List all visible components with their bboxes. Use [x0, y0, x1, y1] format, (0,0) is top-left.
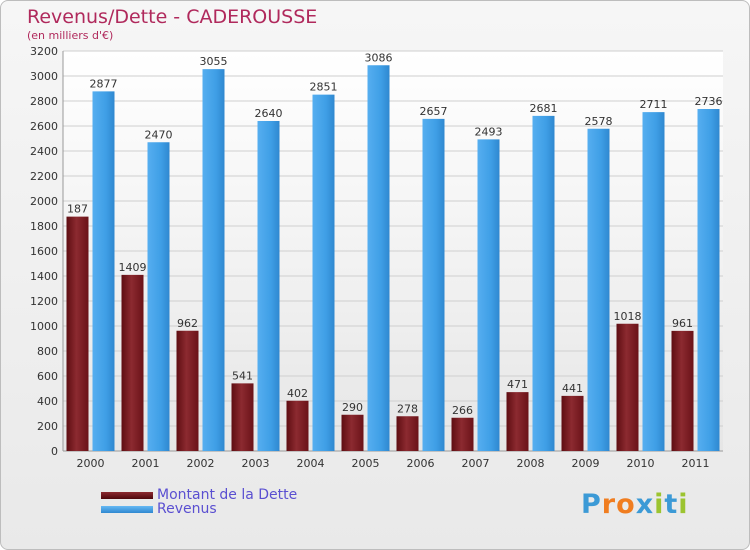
bar-revenus-2007	[477, 139, 500, 451]
logo-letter: x	[635, 489, 655, 520]
bar-dette-2008	[506, 392, 529, 451]
bar-revenus-2004	[312, 94, 335, 451]
y-tick-label: 0	[51, 445, 58, 458]
bar-revenus-2009	[587, 128, 610, 451]
data-label-dette-2001: 1409	[119, 261, 147, 274]
logo-letter: P	[581, 489, 602, 520]
logo-letter: r	[601, 489, 617, 520]
bar-revenus-2002	[202, 69, 225, 451]
data-label-revenus-2007: 2493	[475, 125, 503, 138]
x-tick-label: 2004	[297, 457, 325, 470]
bar-revenus-2011	[697, 109, 720, 451]
data-label-dette-2009: 441	[562, 382, 583, 395]
bar-dette-2007	[451, 417, 474, 451]
data-label-revenus-2006: 2657	[420, 105, 448, 118]
legend-item-dette: Montant de la Dette	[101, 487, 298, 503]
proxiti-logo: Proxiti	[581, 489, 689, 520]
legend-label-dette: Montant de la Dette	[157, 487, 298, 503]
bar-revenus-2008	[532, 115, 555, 451]
axes: 0 200 400 600 800 1000 1200 1400 1600 1800 2000 220…	[30, 45, 723, 470]
gridlines	[63, 50, 723, 452]
data-label-dette-2008: 471	[507, 378, 528, 391]
bar-revenus-2000	[92, 91, 115, 451]
x-tick-label: 2000	[77, 457, 105, 470]
y-tick-label: 400	[37, 395, 58, 408]
legend-swatch-dette	[101, 491, 153, 499]
bar-dette-2004	[286, 400, 309, 451]
y-tick-label: 2400	[30, 145, 58, 158]
bar-dette-2000	[66, 216, 89, 451]
x-tick-label: 2008	[517, 457, 545, 470]
data-label-dette-2005: 290	[342, 401, 363, 414]
bar-revenus-2003	[257, 121, 280, 451]
chart-title: Revenus/Dette - CADEROUSSE	[27, 6, 318, 28]
y-tick-label: 1600	[30, 245, 58, 258]
y-tick-label: 800	[37, 345, 58, 358]
bar-revenus-2006	[422, 118, 445, 451]
logo-letter: t	[664, 489, 679, 520]
logo-letter: o	[616, 489, 636, 520]
data-label-dette-2002: 962	[177, 317, 198, 330]
data-labels: 187 2877 1409 2470 962 3055 541 2640 402 2851 290 3…	[67, 51, 723, 417]
bar-dette-2010	[616, 323, 639, 451]
bar-revenus-2001	[147, 142, 170, 451]
y-tick-label: 2800	[30, 95, 58, 108]
data-label-revenus-2002: 3055	[200, 55, 228, 68]
data-label-dette-2004: 402	[287, 387, 308, 400]
data-label-dette-2000: 187	[67, 203, 88, 216]
bar-dette-2001	[121, 274, 144, 451]
x-tick-label: 2002	[187, 457, 215, 470]
data-label-dette-2010: 1018	[614, 310, 642, 323]
data-label-dette-2007: 266	[452, 404, 473, 417]
data-label-revenus-2009: 2578	[585, 115, 613, 128]
x-tick-label: 2003	[242, 457, 270, 470]
legend-item-revenus: Revenus	[101, 501, 217, 517]
x-tick-label: 2010	[627, 457, 655, 470]
y-tick-label: 1000	[30, 320, 58, 333]
data-label-revenus-2008: 2681	[530, 102, 558, 115]
data-label-revenus-2004: 2851	[310, 81, 338, 94]
bar-revenus-2010	[642, 112, 665, 451]
x-tick-label: 2006	[407, 457, 435, 470]
y-tick-label: 3000	[30, 70, 58, 83]
y-tick-label: 1200	[30, 295, 58, 308]
y-tick-label: 2000	[30, 195, 58, 208]
logo-letter: i	[654, 489, 665, 520]
data-label-revenus-2011: 2736	[695, 95, 723, 108]
bar-dette-2002	[176, 330, 199, 451]
bars	[66, 65, 720, 451]
bar-dette-2011	[671, 330, 694, 451]
bar-dette-2006	[396, 416, 419, 451]
y-tick-label: 2600	[30, 120, 58, 133]
data-label-dette-2003: 541	[232, 369, 253, 382]
y-tick-label: 600	[37, 370, 58, 383]
x-tick-label: 2001	[132, 457, 160, 470]
bar-dette-2003	[231, 383, 254, 451]
x-tick-label: 2007	[462, 457, 490, 470]
legend-label-revenus: Revenus	[157, 501, 217, 517]
data-label-revenus-2010: 2711	[640, 98, 668, 111]
chart-subtitle: (en milliers d'€)	[27, 29, 114, 42]
x-tick-label: 2005	[352, 457, 380, 470]
logo-letter: i	[678, 489, 689, 520]
bar-dette-2005	[341, 414, 364, 451]
x-tick-label: 2009	[572, 457, 600, 470]
y-tick-label: 2200	[30, 170, 58, 183]
bar-dette-2009	[561, 395, 584, 451]
bar-revenus-2005	[367, 65, 390, 451]
data-label-dette-2011: 961	[672, 317, 693, 330]
y-tick-label: 3200	[30, 45, 58, 58]
data-label-revenus-2003: 2640	[255, 107, 283, 120]
data-label-revenus-2000: 2877	[90, 77, 118, 90]
data-label-revenus-2005: 3086	[365, 51, 393, 64]
y-tick-label: 1400	[30, 270, 58, 283]
data-label-revenus-2001: 2470	[145, 128, 173, 141]
y-tick-label: 200	[37, 420, 58, 433]
legend-swatch-revenus	[101, 505, 153, 513]
y-tick-label: 1800	[30, 220, 58, 233]
data-label-dette-2006: 278	[397, 402, 418, 415]
x-tick-label: 2011	[682, 457, 710, 470]
